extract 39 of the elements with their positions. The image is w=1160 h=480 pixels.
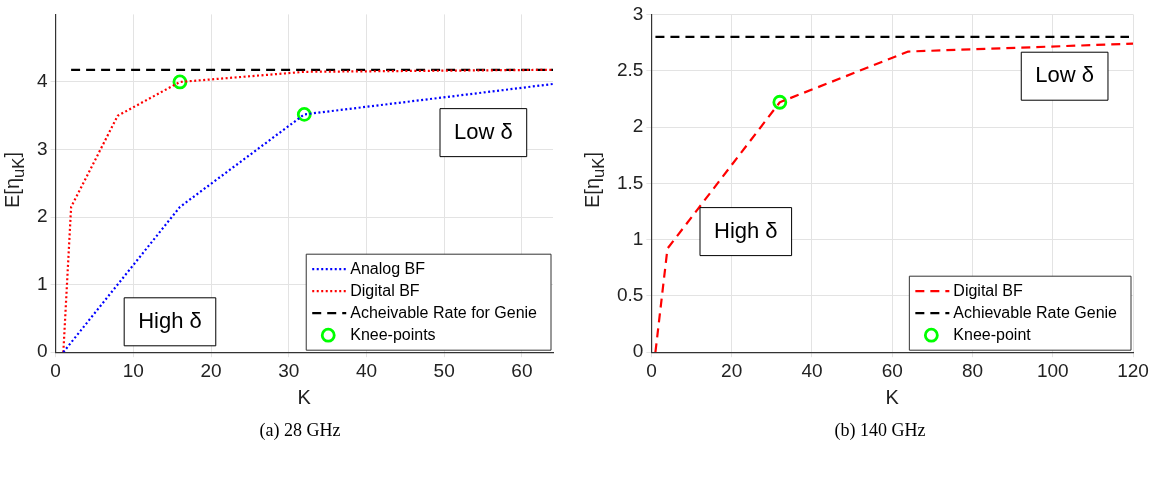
legend-label: Achievable Rate Genie [953,303,1118,321]
legend-label: Acheivable Rate for Genie [350,303,538,321]
x-axis-title: K [297,385,312,408]
y-tick-label: 3 [36,137,48,159]
x-tick-label: 60 [881,359,903,381]
y-tick-label: 1 [632,227,644,249]
x-tick-label: 50 [433,359,455,381]
legend-label: Digital BF [350,281,420,299]
y-tick-label: 3 [632,2,644,24]
annotation: Low δ [1035,62,1094,88]
y-tick-label: 1 [36,272,48,294]
y-tick-label: 0 [36,340,48,362]
text: (b) 140 GHz [833,420,927,441]
x-tick-label: 120 [1117,359,1149,381]
y-tick-label: 2 [36,205,48,227]
x-tick-label: 100 [1036,359,1069,381]
x-tick-label: 80 [961,359,984,381]
y-tick-label: 4 [36,70,48,92]
x-axis-title: K [885,385,900,408]
y-tick-label: 2 [632,115,644,137]
x-tick-label: 30 [278,359,300,381]
x-tick-label: 40 [801,359,823,381]
legend-label: Digital BF [953,281,1023,299]
x-tick-label: 60 [511,359,533,381]
y-tick-label: 0.5 [616,284,644,306]
legend-label: Knee-points [350,325,436,343]
legend-label: Analog BF [350,259,426,277]
annotation: High δ [714,217,778,243]
annotation: Low δ [454,118,513,144]
x-tick-label: 20 [721,359,743,381]
x-tick-label: 20 [200,359,222,381]
x-tick-label: 40 [355,359,378,381]
text: (a) 28 GHz [258,420,342,441]
y-tick-label: 1.5 [616,171,644,193]
legend-label: Knee-point [953,325,1032,343]
annotation: High δ [138,307,202,333]
y-tick-label: 0 [632,340,644,362]
y-tick-label: 2.5 [616,58,644,80]
x-tick-label: 10 [122,359,144,381]
